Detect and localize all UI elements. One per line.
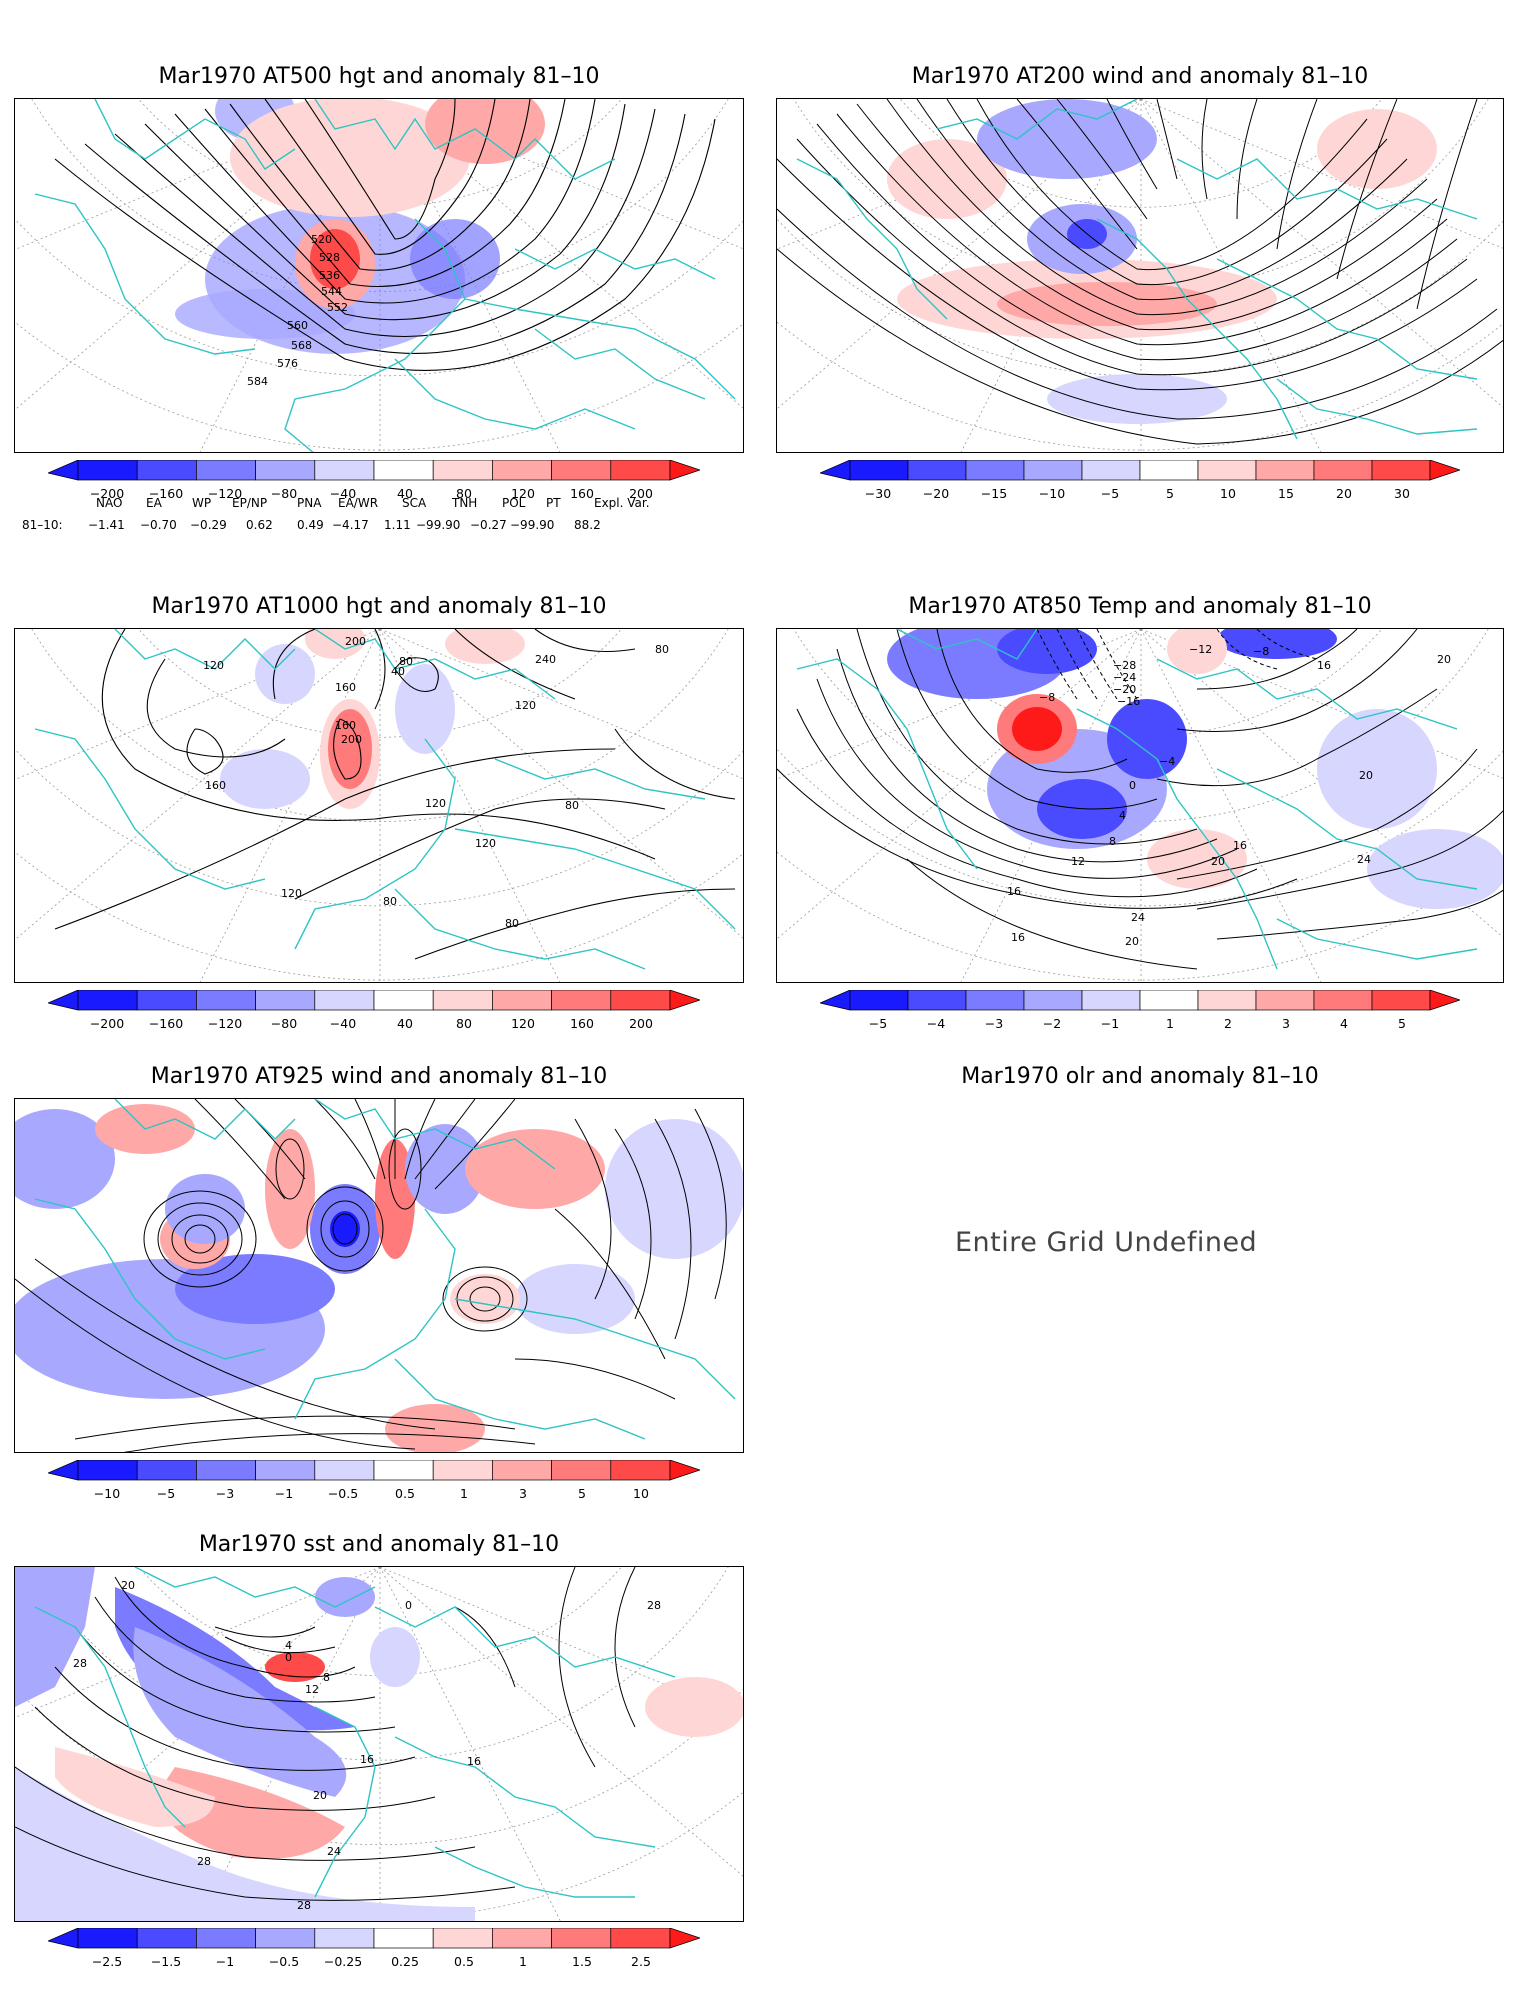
contour-label: 560 <box>287 319 308 332</box>
contour-label: 12 <box>305 1683 319 1696</box>
contour-label: −16 <box>1117 695 1141 708</box>
panel-title-sst: Mar1970 sst and anomaly 81–10 <box>198 1532 560 1557</box>
contour-label: 8 <box>1109 835 1116 848</box>
contour-label: 552 <box>327 301 348 314</box>
colorbar-sst: −2.5 −1.5 −1 −0.5 −0.25 0.25 0.5 1 1.5 2… <box>48 1928 700 1969</box>
colorbar-tick: 200 <box>629 486 653 501</box>
map-sst: 20 28 0 4 8 12 16 20 24 28 28 0 16 28 <box>14 1566 744 1922</box>
colorbar-at925: −10 −5 −3 −1 −0.5 0.5 1 3 5 10 <box>48 1460 700 1501</box>
contour-label: 80 <box>655 643 669 656</box>
contour-label: 0 <box>405 1599 412 1612</box>
panel-title-at925: Mar1970 AT925 wind and anomaly 81–10 <box>150 1064 608 1089</box>
contour-label: 200 <box>345 635 366 648</box>
contour-label: 0 <box>285 1651 292 1664</box>
contour-label: −4 <box>1159 755 1176 768</box>
colorbar-at1000: −200 −160 −120 −80 −40 40 80 120 160 200 <box>48 990 700 1031</box>
colorbar-tick: −200 <box>89 486 125 501</box>
contour-label: 4 <box>285 1639 292 1652</box>
map-at850: −12 −8 −28 −24 −20 −16 −8 −4 0 4 8 12 16… <box>776 628 1504 983</box>
contour-label: 536 <box>319 269 340 282</box>
colorbar-at500: −200 −160 −120 −80 −40 40 80 120 160 200 <box>48 460 700 501</box>
index-names-row: NAO EA WP EP/NP PNA EA/WR SCA TNH POL PT… <box>96 496 650 510</box>
contour-label: 528 <box>319 251 340 264</box>
colorbar-tick: −40 <box>329 486 357 501</box>
contour-label: 0 <box>1129 779 1136 792</box>
contour-label: 28 <box>647 1599 661 1612</box>
contour-label: 20 <box>121 1579 135 1592</box>
contour-label: 16 <box>1007 885 1021 898</box>
contour-label: 120 <box>475 837 496 850</box>
contour-label: 16 <box>467 1755 481 1768</box>
map-at1000: 200 120 80 160 40 240 160 200 120 160 12… <box>14 628 744 983</box>
map-at925 <box>14 1098 744 1453</box>
contour-label: 16 <box>360 1753 374 1766</box>
contour-label: 120 <box>515 699 536 712</box>
contour-label: 20 <box>1359 769 1373 782</box>
contour-label: −8 <box>1039 691 1056 704</box>
panel-title-olr: Mar1970 olr and anomaly 81–10 <box>961 1064 1319 1089</box>
contour-label: −12 <box>1189 643 1213 656</box>
contour-label: 200 <box>341 733 362 746</box>
colorbar-tick: 160 <box>570 486 594 501</box>
contour-label: 20 <box>1125 935 1139 948</box>
panel-title-at850: Mar1970 AT850 Temp and anomaly 81–10 <box>908 594 1372 619</box>
contour-label: 240 <box>535 653 556 666</box>
panel-title-at1000: Mar1970 AT1000 hgt and anomaly 81–10 <box>151 594 607 619</box>
contour-label: 520 <box>311 233 332 246</box>
contour-label: 80 <box>505 917 519 930</box>
map-at200 <box>776 98 1504 453</box>
undefined-grid-message: Entire Grid Undefined <box>955 1227 1258 1258</box>
contour-label: −20 <box>1113 683 1137 696</box>
colorbar-tick: −120 <box>207 486 243 501</box>
contour-label: 16 <box>1317 659 1331 672</box>
panel-title-at500: Mar1970 AT500 hgt and anomaly 81–10 <box>158 64 600 89</box>
map-at500-canvas <box>15 99 743 452</box>
contour-label: 80 <box>565 799 579 812</box>
coastlines <box>34 99 736 452</box>
contour-label: 16 <box>1233 839 1247 852</box>
contour-label: 40 <box>391 665 405 678</box>
contour-label: 160 <box>205 779 226 792</box>
contour-label: 120 <box>203 659 224 672</box>
contour-label: −28 <box>1113 659 1137 672</box>
colorbar-tick: 40 <box>397 486 413 501</box>
colorbar-tick: 120 <box>511 486 535 501</box>
contour-label: 584 <box>247 375 268 388</box>
contour-label: 24 <box>1357 853 1371 866</box>
contour-label: 544 <box>321 285 342 298</box>
contour-label: 20 <box>1211 855 1225 868</box>
colorbar-at850: −5 −4 −3 −2 −1 1 2 3 4 5 <box>820 990 1460 1031</box>
colorbar-tick: −160 <box>148 486 184 501</box>
map-at500: 520 528 536 544 552 560 568 576 584 <box>14 98 744 453</box>
contour-label: 28 <box>297 1899 311 1912</box>
contour-label: 576 <box>277 357 298 370</box>
contour-label: 80 <box>383 895 397 908</box>
contour-label: 24 <box>1131 911 1145 924</box>
contour-label: −8 <box>1253 645 1270 658</box>
contour-label: 28 <box>73 1657 87 1670</box>
colorbar-tick: −80 <box>270 486 298 501</box>
contour-label: 16 <box>1011 931 1025 944</box>
colorbar-tick: 80 <box>456 486 472 501</box>
index-values-row: 81–10: −1.41 −0.70 −0.29 0.62 0.49 −4.17… <box>22 518 601 532</box>
panel-title-at200: Mar1970 AT200 wind and anomaly 81–10 <box>911 64 1369 89</box>
contour-label: 80 <box>399 655 413 668</box>
contour-label: 120 <box>281 887 302 900</box>
contour-label: 120 <box>425 797 446 810</box>
contour-label: 4 <box>1119 809 1126 822</box>
contour-label: 160 <box>335 719 356 732</box>
contour-label: 20 <box>313 1789 327 1802</box>
contour-label: 568 <box>291 339 312 352</box>
contour-label: −24 <box>1113 671 1137 684</box>
colorbar-at200: −30 −20 −15 −10 −5 5 10 15 20 30 <box>820 460 1460 501</box>
contour-label: 20 <box>1437 653 1451 666</box>
contour-label: 28 <box>197 1855 211 1868</box>
contour-label: 24 <box>327 1845 341 1858</box>
contour-label: 160 <box>335 681 356 694</box>
contour-label: 8 <box>323 1671 330 1684</box>
contour-label: 12 <box>1071 855 1085 868</box>
